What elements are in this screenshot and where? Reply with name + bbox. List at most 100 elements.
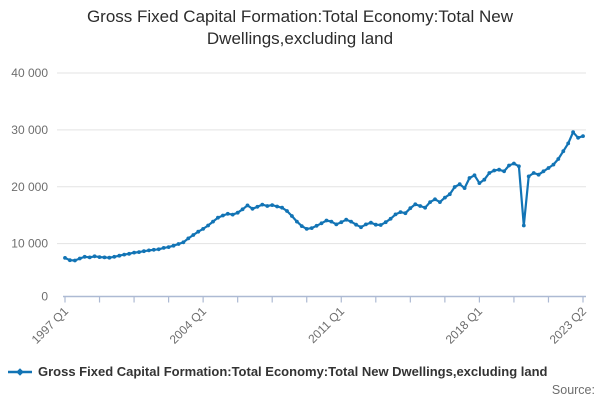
data-point-marker[interactable] bbox=[255, 204, 260, 209]
data-point-marker[interactable] bbox=[196, 229, 201, 234]
data-point-marker[interactable] bbox=[502, 169, 506, 174]
data-point-marker[interactable] bbox=[285, 209, 289, 213]
data-point-marker[interactable] bbox=[433, 197, 437, 202]
data-point-marker[interactable] bbox=[230, 212, 235, 217]
data-line[interactable] bbox=[63, 131, 585, 262]
data-point-marker[interactable] bbox=[68, 258, 72, 263]
data-point-marker[interactable] bbox=[344, 217, 349, 222]
data-point-marker[interactable] bbox=[309, 226, 314, 231]
data-point-marker[interactable] bbox=[299, 224, 304, 229]
data-point-marker[interactable] bbox=[137, 250, 141, 255]
data-point-marker[interactable] bbox=[359, 225, 363, 230]
data-point-marker[interactable] bbox=[63, 256, 67, 260]
data-point-marker[interactable] bbox=[314, 223, 319, 228]
data-point-marker[interactable] bbox=[117, 253, 122, 258]
data-point-marker[interactable] bbox=[319, 221, 324, 226]
data-point-marker[interactable] bbox=[221, 213, 225, 218]
data-point-marker[interactable] bbox=[467, 176, 472, 180]
data-point-marker[interactable] bbox=[438, 200, 442, 205]
data-point-marker[interactable] bbox=[87, 255, 92, 260]
data-point-marker[interactable] bbox=[216, 215, 220, 220]
data-point-marker[interactable] bbox=[211, 219, 215, 224]
data-point-marker[interactable] bbox=[132, 250, 137, 255]
data-point-marker[interactable] bbox=[240, 207, 245, 212]
data-point-marker[interactable] bbox=[378, 223, 383, 227]
data-series-gfcf-dwellings[interactable] bbox=[63, 130, 585, 263]
data-point-marker[interactable] bbox=[102, 255, 107, 260]
data-point-marker[interactable] bbox=[295, 219, 299, 224]
data-point-marker[interactable] bbox=[191, 233, 196, 237]
data-point-marker[interactable] bbox=[418, 204, 423, 208]
data-point-marker[interactable] bbox=[304, 227, 309, 231]
data-point-marker[interactable] bbox=[428, 200, 432, 205]
data-point-marker[interactable] bbox=[521, 223, 526, 228]
data-point-marker[interactable] bbox=[260, 202, 265, 207]
data-point-marker[interactable] bbox=[472, 173, 477, 178]
data-point-marker[interactable] bbox=[82, 254, 87, 259]
data-point-marker[interactable] bbox=[270, 203, 275, 208]
data-point-marker[interactable] bbox=[151, 247, 156, 252]
data-point-marker[interactable] bbox=[398, 210, 403, 215]
legend-item-label[interactable]: Gross Fixed Capital Formation:Total Econ… bbox=[38, 364, 548, 379]
data-point-marker[interactable] bbox=[576, 135, 580, 140]
data-point-marker[interactable] bbox=[393, 212, 398, 217]
data-point-marker[interactable] bbox=[443, 195, 447, 200]
data-point-marker[interactable] bbox=[142, 249, 146, 254]
data-point-marker[interactable] bbox=[77, 256, 82, 261]
data-point-marker[interactable] bbox=[181, 240, 186, 245]
data-point-marker[interactable] bbox=[383, 220, 388, 225]
data-point-marker[interactable] bbox=[166, 245, 171, 250]
data-point-marker[interactable] bbox=[492, 168, 497, 173]
data-point-marker[interactable] bbox=[556, 157, 561, 161]
data-point-marker[interactable] bbox=[541, 169, 546, 174]
data-point-marker[interactable] bbox=[265, 204, 270, 208]
data-point-marker[interactable] bbox=[112, 254, 117, 259]
data-point-marker[interactable] bbox=[250, 206, 255, 211]
data-point-marker[interactable] bbox=[457, 182, 462, 187]
data-point-marker[interactable] bbox=[97, 255, 102, 259]
data-point-marker[interactable] bbox=[388, 216, 393, 221]
data-point-marker[interactable] bbox=[364, 222, 368, 227]
data-point-marker[interactable] bbox=[373, 222, 378, 227]
data-point-marker[interactable] bbox=[147, 248, 151, 253]
data-point-marker[interactable] bbox=[349, 219, 353, 224]
data-point-marker[interactable] bbox=[206, 223, 211, 228]
data-point-marker[interactable] bbox=[290, 214, 294, 218]
data-point-marker[interactable] bbox=[447, 192, 452, 197]
data-point-marker[interactable] bbox=[156, 247, 161, 252]
data-point-marker[interactable] bbox=[171, 243, 176, 248]
data-point-marker[interactable] bbox=[581, 134, 585, 139]
data-point-marker[interactable] bbox=[329, 219, 334, 224]
data-point-marker[interactable] bbox=[512, 161, 516, 166]
data-point-marker[interactable] bbox=[536, 172, 541, 177]
data-point-marker[interactable] bbox=[275, 204, 279, 209]
data-point-marker[interactable] bbox=[235, 210, 240, 215]
data-point-marker[interactable] bbox=[354, 222, 358, 227]
data-point-marker[interactable] bbox=[497, 167, 501, 172]
data-point-marker[interactable] bbox=[280, 205, 284, 210]
data-point-marker[interactable] bbox=[482, 177, 487, 182]
data-point-marker[interactable] bbox=[408, 206, 413, 211]
data-point-marker[interactable] bbox=[571, 130, 575, 135]
data-point-marker[interactable] bbox=[73, 258, 77, 263]
data-point-marker[interactable] bbox=[334, 222, 339, 227]
data-point-marker[interactable] bbox=[122, 252, 127, 257]
data-point-marker[interactable] bbox=[127, 251, 131, 256]
data-point-marker[interactable] bbox=[462, 186, 467, 191]
data-point-marker[interactable] bbox=[423, 205, 427, 210]
data-point-marker[interactable] bbox=[526, 174, 531, 179]
data-point-marker[interactable] bbox=[92, 254, 97, 259]
data-point-marker[interactable] bbox=[225, 211, 230, 216]
data-point-marker[interactable] bbox=[561, 149, 566, 154]
data-point-marker[interactable] bbox=[413, 202, 418, 207]
data-point-marker[interactable] bbox=[546, 166, 551, 170]
data-point-marker[interactable] bbox=[176, 242, 181, 246]
data-point-marker[interactable] bbox=[107, 255, 112, 260]
data-point-marker[interactable] bbox=[339, 220, 344, 225]
data-point-marker[interactable] bbox=[531, 171, 536, 175]
data-point-marker[interactable] bbox=[452, 185, 457, 189]
data-point-marker[interactable] bbox=[566, 141, 571, 146]
data-point-marker[interactable] bbox=[324, 218, 329, 223]
data-point-marker[interactable] bbox=[201, 227, 206, 231]
data-point-marker[interactable] bbox=[551, 162, 556, 167]
